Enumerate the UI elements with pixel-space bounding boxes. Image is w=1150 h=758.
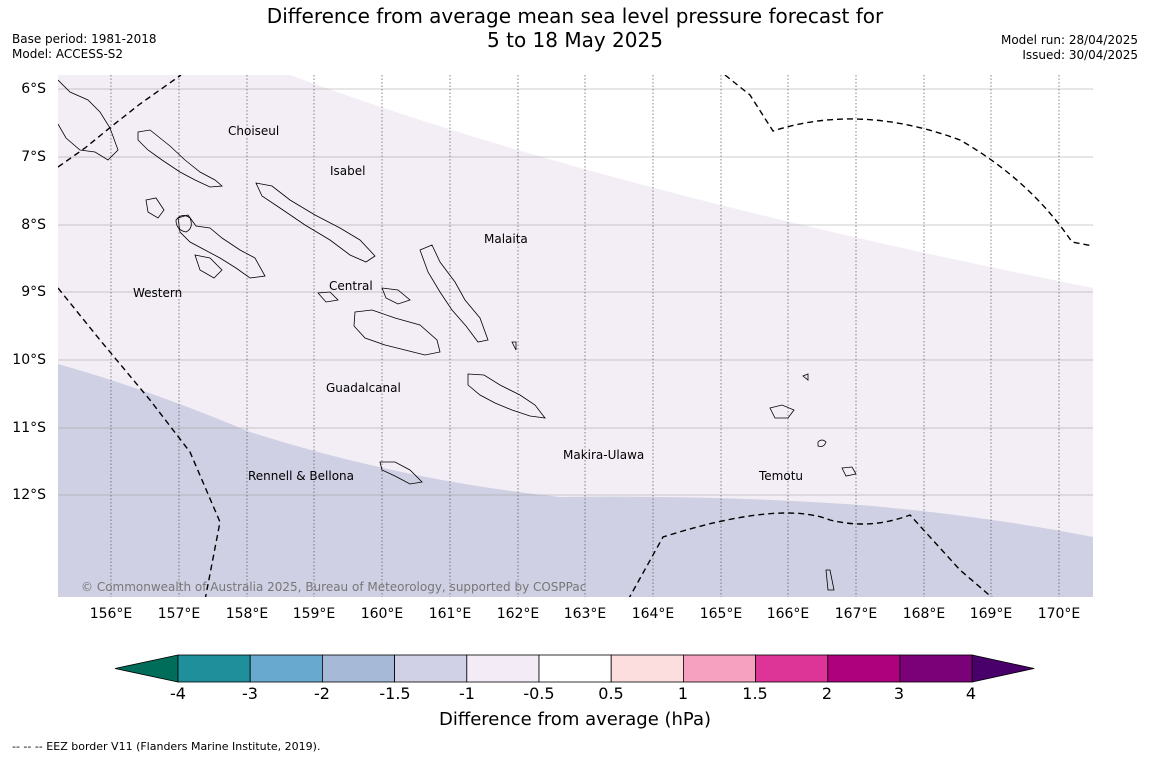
colorbar-tick: 0.5 [598,684,624,703]
russell-coast [317,291,339,303]
colorbar-tick: -4 [170,684,186,703]
lat-label-6s: 6°S [21,81,46,97]
lat-gridlines [58,88,1093,496]
region-label-temotu: Temotu [759,469,804,483]
colorbar-segment [755,654,829,683]
colorbar-tick: -1.5 [379,684,411,703]
santa-cruz-coast [769,404,795,419]
model-name: Model: ACCESS-S2 [12,47,124,61]
lat-label-7s: 7°S [21,149,46,165]
region-label-makira-ulawa: Makira-Ulawa [563,448,645,462]
colorbar-segment [177,654,251,683]
lon-label-163e: 163°E [563,606,607,622]
kolombangara-coast [175,215,192,233]
colorbar-segment [538,654,612,683]
vanikoro-coast [841,466,857,477]
bougainville-coast [58,79,119,161]
duff-coast [802,373,809,381]
lon-label-158e: 158°E [225,606,269,622]
colorbar-segment [321,654,395,683]
lon-label-161e: 161°E [428,606,472,622]
vella-coast [145,197,165,219]
colorbar-segment [610,654,684,683]
region-label-rennell-bellona: Rennell & Bellona [248,469,355,483]
makira-coast [467,373,546,419]
eez-borders [58,75,1093,597]
region-label-western: Western [133,286,183,300]
utupua-coast [817,439,827,447]
region-label-malaita: Malaita [484,232,528,246]
lon-label-167e: 167°E [834,606,878,622]
lat-label-9s: 9°S [21,284,46,300]
copyright-notice: © Commonwealth of Australia 2025, Bureau… [81,580,587,594]
lon-gridlines [110,75,1060,597]
new-georgia-coast [177,214,266,279]
base-period: Base period: 1981-2018 [12,32,157,46]
lon-label-168e: 168°E [902,606,946,622]
lat-label-8s: 8°S [21,217,46,233]
colorbar-extend-low [114,654,179,683]
chart-title-line2: 5 to 18 May 2025 [487,28,663,52]
region-label-guadalcanal: Guadalcanal [326,381,401,395]
lon-label-157e: 157°E [157,606,201,622]
colorbar-tick: -3 [242,684,258,703]
small-isle-2 [825,569,835,591]
issued-date: Issued: 30/04/2025 [1022,48,1138,62]
eez-footnote: -- -- -- EEZ border V11 (Flanders Marine… [12,740,321,753]
colorbar-segment [394,654,468,683]
colorbar-segment [683,654,757,683]
colorbar-segment [249,654,323,683]
colorbar-segment [899,654,973,683]
lon-label-160e: 160°E [360,606,404,622]
colorbar-tick: -1 [459,684,475,703]
lon-label-159e: 159°E [292,606,336,622]
florida-coast [381,287,411,305]
colorbar-tick: -0.5 [523,684,555,703]
lon-label-170e: 170°E [1037,606,1081,622]
region-label-isabel: Isabel [330,164,366,178]
shading-band-dark [58,364,1093,597]
choiseul-coast [137,129,223,188]
colorbar-extend-high [971,654,1035,683]
colorbar-tick: 1 [677,684,689,703]
rennell-coast [379,461,423,485]
chart-title-line1: Difference from average mean sea level p… [266,4,884,28]
colorbar-segment [827,654,901,683]
colorbar-tick: 3 [893,684,905,703]
lon-label-166e: 166°E [766,606,810,622]
colorbar-tick: 4 [965,684,977,703]
colorbar-tick: 2 [821,684,833,703]
coastlines [58,79,857,591]
map-area [58,75,1093,597]
lat-label-10s: 10°S [12,352,46,368]
guadalcanal-coast [353,309,441,356]
lat-label-12s: 12°S [12,487,46,503]
colorbar-label: Difference from average (hPa) [438,709,712,730]
colorbar-tick: 1.5 [742,684,768,703]
isabel-coast [255,182,376,263]
rendova-coast [194,254,223,279]
lon-label-169e: 169°E [969,606,1013,622]
malaita-coast [419,244,489,343]
region-label-central: Central [329,279,373,293]
colorbar-tick: -2 [314,684,330,703]
small-isle-1 [511,341,517,351]
lon-label-162e: 162°E [496,606,540,622]
lat-label-11s: 11°S [12,420,46,436]
region-label-choiseul: Choiseul [228,124,280,138]
colorbar [114,654,1035,683]
lon-label-165e: 165°E [699,606,743,622]
colorbar-segment [466,654,540,683]
model-run: Model run: 28/04/2025 [1000,33,1138,47]
lon-label-156e: 156°E [89,606,133,622]
lon-label-164e: 164°E [631,606,675,622]
